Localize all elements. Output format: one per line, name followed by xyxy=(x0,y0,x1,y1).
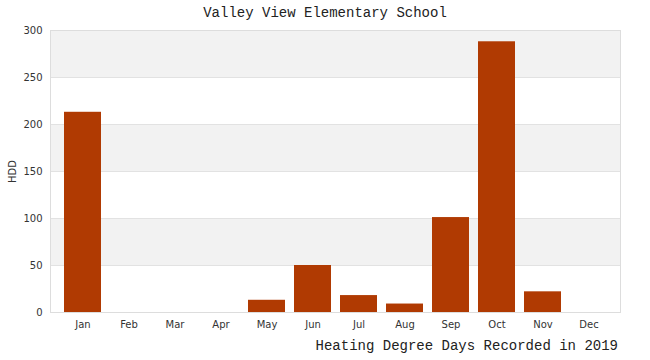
svg-text:May: May xyxy=(257,319,278,330)
svg-text:0: 0 xyxy=(36,307,42,318)
svg-text:Aug: Aug xyxy=(395,319,415,330)
svg-text:100: 100 xyxy=(23,213,42,224)
svg-text:Dec: Dec xyxy=(579,319,598,330)
svg-text:Apr: Apr xyxy=(212,319,230,330)
svg-text:50: 50 xyxy=(30,260,43,271)
html-text:Heating Degree Days Recorded i: Heating Degree Days Recorded in 2019 xyxy=(315,338,618,354)
svg-text:Sep: Sep xyxy=(442,319,461,330)
svg-text:200: 200 xyxy=(23,119,42,130)
svg-text:Nov: Nov xyxy=(533,319,553,330)
svg-text:300: 300 xyxy=(23,25,42,36)
html-text:Valley View Elementary School: Valley View Elementary School xyxy=(203,5,447,21)
svg-text:Mar: Mar xyxy=(166,319,186,330)
svg-text:Jun: Jun xyxy=(304,319,321,330)
svg-text:Jan: Jan xyxy=(74,319,90,330)
svg-text:Feb: Feb xyxy=(120,319,138,330)
svg-text:Oct: Oct xyxy=(488,319,505,330)
svg-text:Jul: Jul xyxy=(352,319,365,330)
svg-text:250: 250 xyxy=(23,72,42,83)
svg-text:HDD: HDD xyxy=(7,160,18,183)
svg-text:150: 150 xyxy=(23,166,42,177)
